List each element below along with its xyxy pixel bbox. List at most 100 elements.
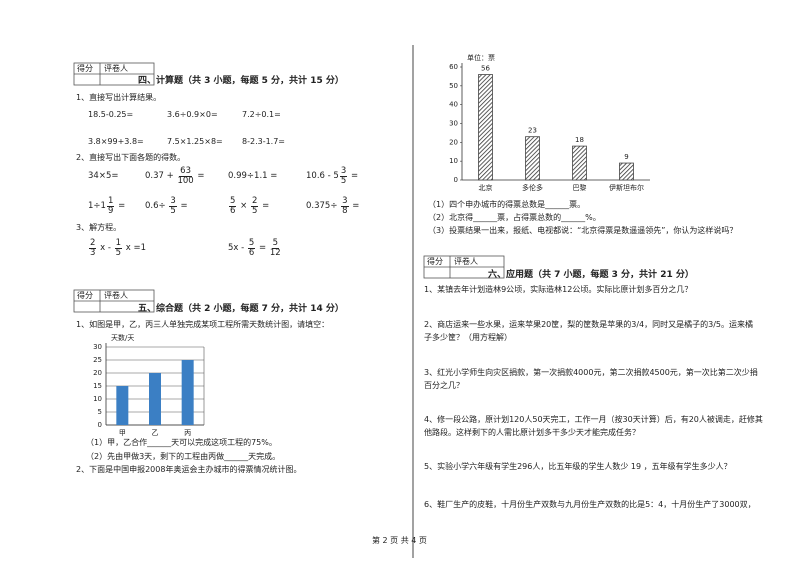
data-label: 23 [528, 127, 537, 135]
score-label: 得分 [77, 64, 93, 73]
x-tick-label: 丙 [184, 429, 191, 437]
numerator: 3 [169, 195, 177, 207]
grader-label: 评卷人 [454, 257, 478, 266]
expression: 3.8×99+3.8= [88, 137, 144, 146]
fraction: 63 100 [177, 165, 193, 186]
numerator: 2 [89, 237, 97, 249]
y-tick-label: 50 [449, 82, 458, 90]
numerator: 63 [179, 165, 192, 177]
section-heading: 四、计算题（共 3 小题，每题 5 分，共计 15 分） [138, 76, 344, 86]
denominator: 12 [269, 247, 281, 258]
x-tick-label: 北京 [479, 183, 493, 192]
y-tick-label: 10 [93, 395, 102, 403]
numerator: 5 [229, 195, 237, 207]
data-label: 56 [481, 65, 490, 73]
y-tick-label: 5 [98, 408, 102, 416]
expression: 0.99÷1.1 = [228, 164, 277, 188]
bar [572, 145, 587, 181]
y-tick-label: 15 [93, 382, 102, 390]
expression: 0.37 + 63 100 = [145, 164, 205, 188]
denominator: 5 [340, 175, 347, 186]
y-axis-label: 天数/天 [111, 333, 134, 342]
question-text: 3、红光小学师生向灾区捐款，第一次捐款4000元，第二次捐款4500元，第一次比… [424, 368, 758, 377]
expression-text: 0.99÷1.1 = [228, 171, 278, 181]
y-tick-label: 40 [449, 101, 458, 109]
x-tick-label: 多伦多 [522, 183, 543, 192]
expression: 18.5-0.25= [88, 110, 134, 119]
expression-text: 0.37 + [145, 171, 177, 181]
x-tick-label: 巴黎 [573, 183, 587, 192]
y-tick-label: 20 [93, 369, 102, 377]
fraction: 5 12 [269, 237, 281, 258]
score-label: 得分 [427, 257, 443, 266]
denominator: 5 [115, 247, 122, 258]
expression-text: x =1 [123, 243, 147, 253]
expression-text: = [194, 171, 205, 181]
question-prompt: 2、下面是中国申报2008年奥运会主办城市的得票情况统计图。 [76, 465, 302, 474]
y-axis-label: 单位：票 [467, 53, 495, 62]
expression-text: 0.375÷ [306, 201, 341, 211]
denominator: 5 [251, 205, 258, 216]
numerator: 5 [271, 237, 279, 249]
bar [525, 136, 540, 181]
question-text: 百分之几？ [424, 381, 464, 390]
denominator: 3 [90, 247, 96, 258]
question-text: 他路段。这样剩下的人需比原计划多干多少天才能完成任务？ [424, 428, 640, 437]
denominator: 6 [230, 205, 236, 216]
question-prompt: 2、直接写出下面各题的得数。 [76, 153, 186, 162]
expression-text: 1 [100, 201, 106, 211]
bar [181, 360, 194, 425]
expression: 1÷ 1 1 9 = [88, 194, 125, 218]
x-tick-label: 乙 [152, 429, 159, 437]
expression-text: 10.6 - [306, 171, 334, 181]
denominator: 8 [342, 205, 348, 216]
bar [619, 162, 634, 181]
bar [478, 74, 493, 181]
footer: 第 2 页 共 4 页 [372, 536, 427, 545]
y-tick-label: 0 [454, 176, 458, 184]
question-text: 2、商店运来一些水果，运来苹果20筐，梨的筐数是苹果的3/4，同时又是橘子的3/… [424, 320, 754, 329]
expression-text: = [256, 243, 269, 253]
numerator: 2 [250, 195, 259, 207]
expression-text: 0.6÷ [145, 201, 169, 211]
bar [116, 386, 129, 425]
data-label: 18 [575, 136, 584, 144]
question-prompt: 1、直接写出计算结果。 [76, 93, 162, 102]
expression: 7.2÷0.1= [242, 110, 281, 119]
question-prompt: 1、如图是甲，乙，丙三人单独完成某项工程所需天数统计图，请填空： [76, 320, 330, 329]
section-heading: 五、综合题（共 2 小题，每题 7 分，共计 14 分） [138, 304, 344, 314]
question-text: 6、鞋厂生产的皮鞋，十月份生产双数与九月份生产双数的比是5：4，十月份生产了30… [424, 500, 756, 509]
y-tick-label: 60 [449, 63, 458, 71]
x-tick-label: 甲 [119, 429, 126, 437]
question-text: 1、某镇去年计划造林9公顷，实际造林12公顷。实际比原计划多百分之几？ [424, 285, 693, 294]
y-tick-label: 25 [93, 356, 102, 364]
expression-text: 1÷ [88, 201, 101, 211]
grader-label: 评卷人 [104, 64, 128, 73]
y-tick-label: 0 [98, 421, 102, 429]
numerator: 1 [106, 195, 115, 207]
section-heading: 六、应用题（共 7 小题，每题 3 分，共计 21 分） [488, 270, 694, 280]
y-tick-label: 10 [449, 157, 458, 165]
expression-text: = [177, 201, 188, 211]
expression-text: × [237, 201, 250, 211]
fill-blank: （2）先由甲做3天，剩下的工程由丙做______天完成。 [86, 452, 281, 461]
expression: 3.6÷0.9×0= [167, 110, 218, 119]
question-text: 5、实验小学六年级有学生296人，比五年级的学生人数少 19 ，五年级有学生多少… [424, 462, 732, 471]
expression: 7.5×1.25×8= [167, 137, 223, 146]
expression-text: = [259, 201, 270, 211]
question-text: 子多少筐？（用方程解） [424, 333, 512, 342]
y-tick-label: 30 [93, 343, 102, 351]
y-tick-label: 30 [449, 120, 458, 128]
